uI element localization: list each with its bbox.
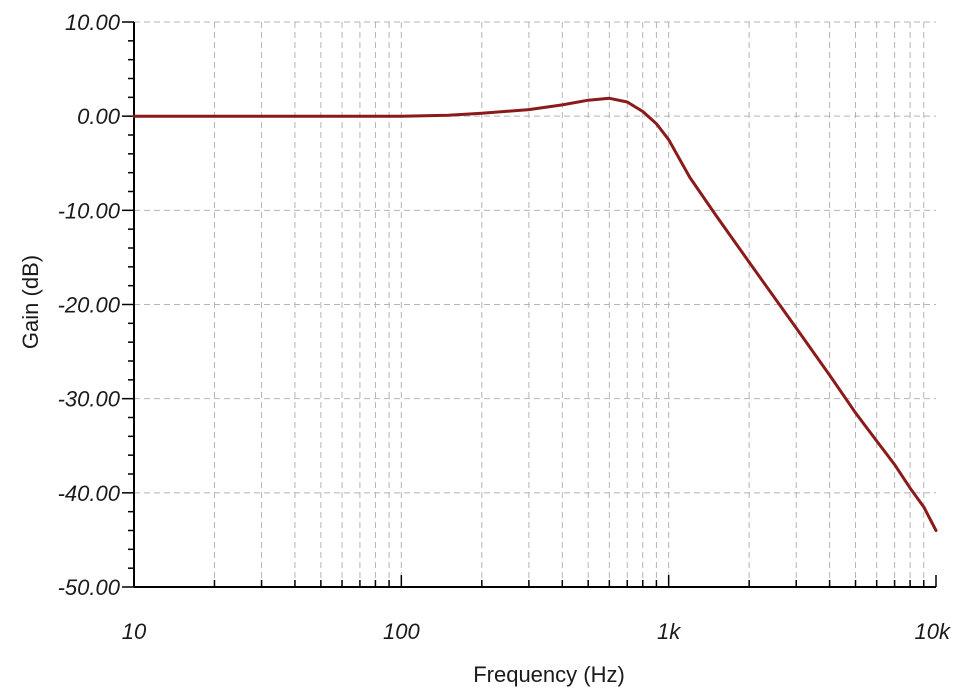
y-tick-label: 10.00 [65, 10, 121, 35]
y-tick-label: -20.00 [58, 293, 121, 318]
ticks: 10 100 1k 10k 10.00 0.00 -10.00 -20.00 -30.00 -40… [58, 10, 951, 644]
series-group [132, 96, 938, 532]
x-tick-label: 10k [915, 619, 951, 644]
y-tick-label: -40.00 [58, 481, 121, 506]
x-tick-label: 1k [657, 619, 681, 644]
x-tick-label: 100 [383, 619, 420, 644]
y-tick-label: 0.00 [77, 104, 121, 129]
y-axis-title: Gain (dB) [18, 255, 43, 349]
x-axis-title: Frequency (Hz) [473, 662, 625, 687]
y-tick-label: -30.00 [58, 387, 121, 412]
y-tick-label: -50.00 [58, 575, 121, 600]
series-line-gain [132, 96, 938, 532]
y-tick-label: -10.00 [58, 198, 121, 223]
x-tick-label: 10 [122, 619, 147, 644]
